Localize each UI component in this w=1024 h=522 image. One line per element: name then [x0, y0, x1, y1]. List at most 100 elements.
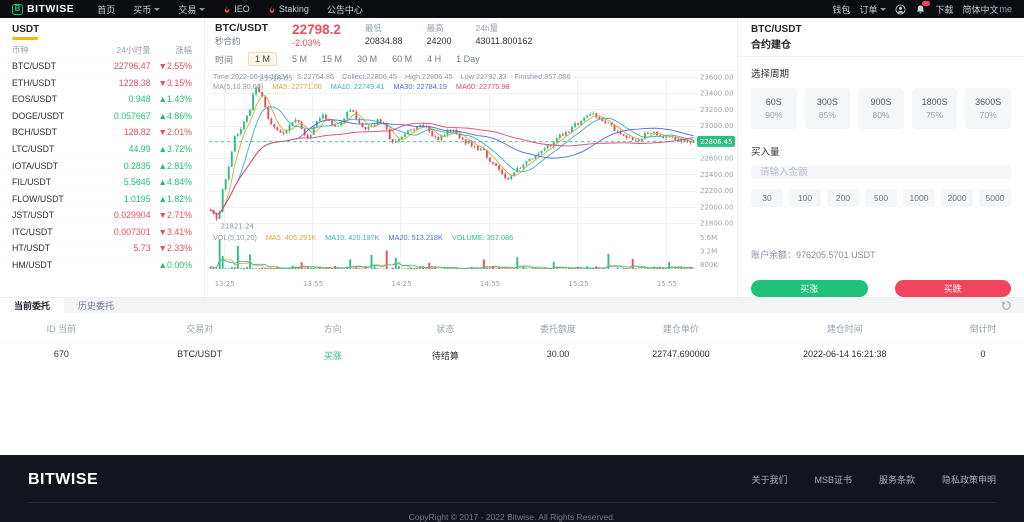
account-balance: 账户余额：976205.5701 USDT	[751, 248, 1011, 261]
amount-chip-1000[interactable]: 1000	[903, 189, 935, 207]
brand-logo[interactable]: B BITWISE	[12, 3, 74, 15]
language-selector[interactable]: 简体中文 me	[962, 3, 1012, 16]
candlestick-chart[interactable]: Time:2022-06-14 16:24 S:22754.86 Collect…	[205, 71, 737, 297]
nav-buy[interactable]: 买币	[133, 3, 161, 16]
timeframe-15m[interactable]: 15 M	[322, 54, 343, 64]
footer-link-privacy[interactable]: 隐私政策申明	[941, 475, 996, 485]
footer-copyright: CopyRight © 2017 - 2022 Bitwise. All Rig…	[408, 512, 616, 522]
market-row[interactable]: FLOW/USDT 1.0195 ▲1.82%	[0, 189, 204, 207]
order-open-time: 2022-06-14 16:21:38	[802, 349, 887, 359]
footer-link-msb[interactable]: MSB证书	[814, 475, 852, 485]
nav-wallet[interactable]: 钱包	[832, 4, 851, 15]
period-900s[interactable]: 900S 80%	[858, 87, 904, 129]
stat-volume-24h: 24h量 43011.800162	[475, 22, 532, 46]
timeframe-60m[interactable]: 60 M	[392, 54, 413, 64]
timeframe-4h[interactable]: 4 H	[427, 54, 442, 64]
buy-up-button[interactable]: 买涨	[751, 280, 868, 297]
period-300s[interactable]: 300S 85%	[804, 87, 851, 129]
nav-ieo[interactable]: IEO	[223, 4, 250, 14]
account-button[interactable]	[895, 4, 906, 15]
market-row[interactable]: BCH/USDT 128.82 ▼2.01%	[0, 123, 204, 141]
market-pair: JST/USDT	[12, 210, 55, 221]
period-1800s[interactable]: 1800S 75%	[911, 87, 958, 129]
stat-volume-value: 43011.800162	[475, 36, 533, 46]
market-change: ▼2.71%	[158, 210, 192, 221]
language-label: 简体中文	[962, 4, 999, 15]
market-change: ▲3.72%	[158, 144, 192, 154]
market-price: 22796.47	[113, 61, 151, 72]
market-price: 0.007301	[113, 226, 151, 237]
nav-staking-label: Staking	[278, 4, 309, 14]
order-direction: 买涨	[323, 351, 342, 361]
col-coin: 币种	[12, 45, 29, 55]
nav-announcements[interactable]: 公告中心	[326, 4, 363, 15]
tab-current-orders[interactable]: 当前委托	[0, 298, 65, 313]
stat-high-label: 最高	[426, 23, 444, 33]
timeframe-row: 时间 1 M 5 M 15 M 30 M 60 M 4 H 1 Day	[205, 49, 737, 71]
amount-input[interactable]	[751, 165, 1011, 179]
period-60s[interactable]: 60S 90%	[751, 87, 797, 129]
market-row[interactable]: HM/USDT ▲0.00%	[0, 256, 204, 273]
market-price: 1.0195	[123, 193, 151, 204]
col-id: ID 当前	[46, 324, 77, 334]
amount-chip-100[interactable]: 100	[789, 189, 821, 207]
period-payout: 80%	[872, 109, 890, 120]
chevron-down-icon	[199, 7, 206, 11]
divider	[738, 56, 1024, 57]
col-pair: 交易对	[186, 324, 214, 334]
period-3600s[interactable]: 3600S 70%	[965, 87, 1011, 129]
period-seconds: 3600S	[975, 96, 1002, 107]
footer-links: 关于我们 MSB证书 服务条款 隐私政策申明	[751, 473, 996, 486]
nav-orders[interactable]: 订单	[859, 3, 887, 16]
nav-home[interactable]: 首页	[97, 4, 116, 15]
bell-icon	[917, 4, 925, 13]
nav-staking[interactable]: Staking	[268, 4, 309, 14]
trade-pair: BTC/USDT	[751, 24, 802, 35]
market-row[interactable]: FIL/USDT 5.5645 ▲4.84%	[0, 173, 204, 190]
market-row[interactable]: JST/USDT 0.029904 ▼2.71%	[0, 206, 204, 223]
amount-chip-5000[interactable]: 5000	[979, 189, 1011, 207]
timeframe-30m[interactable]: 30 M	[357, 54, 378, 64]
nav-download[interactable]: 下载	[935, 4, 954, 15]
nav-trade[interactable]: 交易	[178, 3, 206, 16]
market-row[interactable]: ITC/USDT 0.007301 ▼3.41%	[0, 222, 204, 240]
amount-chip-500[interactable]: 500	[865, 189, 897, 207]
market-row[interactable]: DOGE/USDT 0.057667 ▲4.86%	[0, 107, 204, 124]
order-status: 待结算	[431, 351, 459, 361]
chart-pair-block: BTC/USDT 秒合约	[215, 22, 268, 47]
col-open-time: 建仓时间	[826, 324, 863, 334]
tab-underline	[12, 37, 38, 40]
amount-chip-30[interactable]: 30	[751, 189, 783, 207]
market-row[interactable]: BTC/USDT 22796.47 ▼2.55%	[0, 57, 204, 75]
market-row[interactable]: IOTA/USDT 0.2835 ▲2.81%	[0, 156, 204, 174]
market-row[interactable]: ETH/USDT 1228.38 ▼3.15%	[0, 74, 204, 91]
nav-orders-label: 订单	[859, 4, 878, 15]
language-extra-text: me	[999, 4, 1012, 14]
tab-history-orders[interactable]: 历史委托	[78, 301, 115, 311]
refresh-button[interactable]	[1001, 298, 1024, 313]
kline-canvas[interactable]	[205, 71, 737, 297]
market-change: ▼2.33%	[158, 243, 192, 254]
market-row[interactable]: LTC/USDT 44.99 ▲3.72%	[0, 140, 204, 157]
footer-link-terms[interactable]: 服务条款	[878, 475, 915, 485]
order-open-price: 22747.690000	[652, 349, 710, 359]
nav-buy-label: 买币	[133, 4, 152, 15]
amount-chip-200[interactable]: 200	[827, 189, 859, 207]
page-footer: BITWISE 关于我们 MSB证书 服务条款 隐私政策申明 CopyRight…	[0, 455, 1024, 522]
timeframe-1m[interactable]: 1 M	[248, 52, 278, 66]
market-row[interactable]: HT/USDT 5.73 ▼2.33%	[0, 239, 204, 257]
market-price: 5.73	[133, 243, 151, 254]
timeframe-5m[interactable]: 5 M	[292, 54, 308, 64]
market-row[interactable]: EOS/USDT 0.948 ▲1.43%	[0, 90, 204, 108]
buy-down-button[interactable]: 买跌	[894, 280, 1011, 297]
order-amount: 30.00	[546, 349, 570, 359]
amount-chip-2000[interactable]: 2000	[941, 189, 973, 207]
market-change: ▼2.55%	[158, 61, 192, 72]
period-payout: 70%	[979, 109, 997, 120]
quick-amounts: 30 100 200 500 1000 2000 5000	[751, 189, 1011, 207]
market-price: 0.948	[128, 94, 151, 105]
footer-link-about[interactable]: 关于我们	[751, 475, 788, 485]
tab-usdt[interactable]: USDT	[12, 24, 40, 35]
notifications-button[interactable]	[915, 0, 931, 15]
timeframe-1d[interactable]: 1 Day	[456, 54, 480, 64]
